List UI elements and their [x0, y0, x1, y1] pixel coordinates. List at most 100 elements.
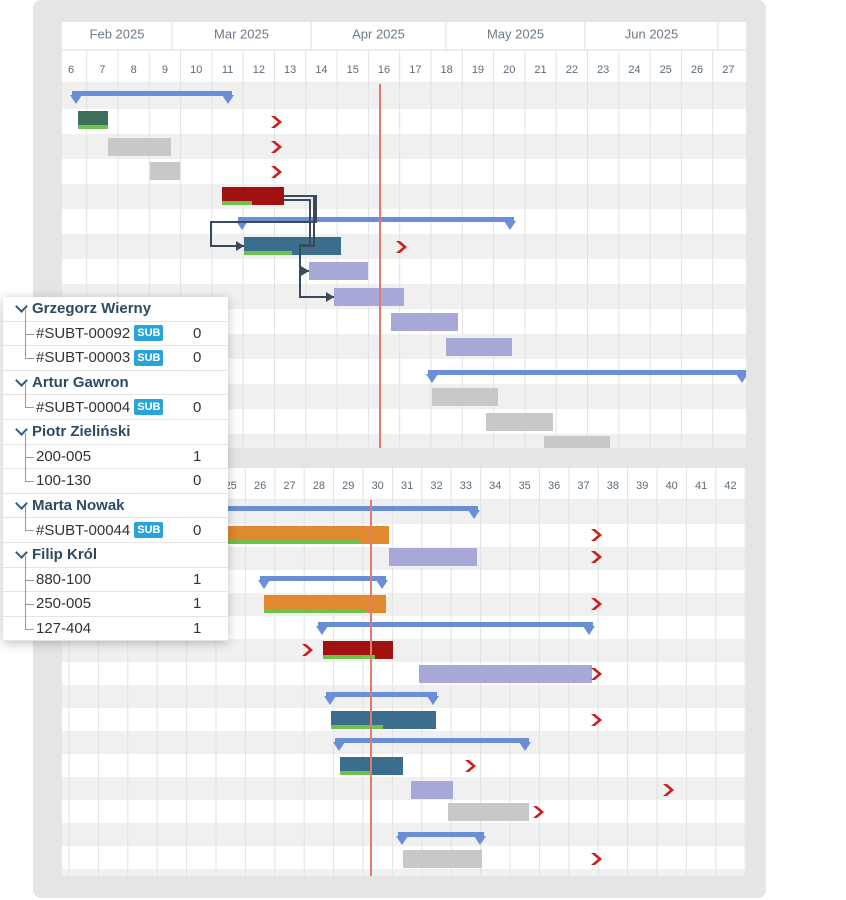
item-label: #SUBT-00092 [36, 324, 131, 342]
badge: SUB [134, 399, 164, 416]
item-label: #SUBT-00044 [36, 521, 131, 539]
week-label: 22 [566, 64, 578, 76]
week-label: 38 [607, 480, 619, 492]
item-label: 200-005 [36, 447, 92, 465]
overdue-marker [591, 598, 602, 610]
item-row: 200-005 1 [3, 432, 228, 470]
group-row[interactable]: Grzegorz Wierny [3, 297, 228, 322]
item-label: #SUBT-00003 [36, 349, 131, 367]
month-label: Apr 2025 [352, 26, 405, 41]
week-label: 36 [548, 480, 560, 492]
week-label: 7 [99, 64, 105, 76]
week-label: 27 [283, 480, 295, 492]
week-label: 6 [68, 64, 74, 76]
tree-connector [25, 580, 34, 606]
week-label: 26 [254, 480, 266, 492]
week-label: 37 [577, 480, 589, 492]
month-label: Jun 2025 [625, 26, 679, 41]
week-label: 40 [666, 480, 678, 492]
tree-connector [25, 432, 34, 458]
overdue-marker [591, 853, 602, 865]
progress-bar [331, 725, 383, 729]
item-row: #SUBT-00092 SUB 0 [3, 309, 228, 347]
month-label: May 2025 [487, 26, 544, 41]
group-row[interactable]: Marta Nowak [3, 494, 228, 519]
overdue-marker [533, 806, 544, 818]
item-label: 127-404 [36, 620, 92, 638]
overdue-marker [271, 116, 282, 128]
group-row[interactable]: Piotr Zieliński [3, 420, 228, 445]
week-label: 13 [284, 64, 296, 76]
task-bar [544, 436, 610, 448]
month-label: Feb 2025 [90, 26, 145, 41]
summary-bar [260, 576, 386, 581]
overdue-marker [591, 529, 602, 541]
task-bar [391, 313, 458, 331]
week-label: 10 [190, 64, 202, 76]
task-bar [419, 665, 592, 683]
summary-bar [72, 91, 232, 96]
dependency-arrow [210, 195, 317, 247]
item-label: 880-100 [36, 570, 92, 588]
week-label: 21 [534, 64, 546, 76]
row-stripe [62, 593, 746, 616]
task-bar [446, 338, 512, 356]
week-label: 42 [724, 480, 736, 492]
summary-bar [200, 506, 478, 511]
week-label: 15 [347, 64, 359, 76]
overdue-marker [663, 784, 674, 796]
week-label: 14 [315, 64, 327, 76]
tree-connector [25, 457, 34, 483]
badge: SUB [134, 325, 164, 342]
summary-bar [238, 217, 514, 222]
item-row: #SUBT-00003 SUB 0 [3, 334, 228, 371]
task-bar [389, 548, 477, 566]
group-name: Grzegorz Wierny [32, 300, 152, 318]
task-bar [244, 237, 341, 255]
week-label: 11 [222, 64, 233, 76]
week-label: 41 [695, 480, 707, 492]
progress-bar [228, 540, 360, 544]
resource-panel: Grzegorz Wierny #SUBT-00092 SUB 0 #SUBT-0000… [3, 297, 228, 642]
arrow-head [301, 266, 309, 276]
row-stripe [62, 134, 746, 159]
progress-bar [323, 655, 375, 659]
week-label: 32 [430, 480, 442, 492]
task-bar [309, 262, 368, 280]
item-count: 1 [193, 620, 202, 638]
overdue-marker [302, 644, 313, 656]
progress-bar [264, 609, 366, 613]
week-label: 27 [722, 64, 734, 76]
progress-bar [244, 251, 292, 255]
task-bar [403, 850, 482, 868]
overdue-marker [591, 551, 602, 563]
group-row[interactable]: Filip Król [3, 543, 228, 568]
task-bar [323, 641, 393, 659]
task-bar [228, 526, 389, 544]
item-label: #SUBT-00004 [36, 398, 131, 416]
summary-bar [398, 832, 484, 837]
item-row: 880-100 1 [3, 555, 228, 593]
item-label: 100-130 [36, 472, 92, 490]
row-stripe [62, 84, 746, 109]
overdue-marker [396, 241, 407, 253]
group-name: Artur Gawron [32, 374, 129, 392]
overdue-marker [271, 166, 282, 178]
summary-bar [335, 738, 529, 743]
task-bar [331, 711, 436, 729]
week-label: 18 [441, 64, 453, 76]
summary-bar [428, 370, 746, 375]
task-bar [334, 288, 404, 306]
progress-bar [78, 125, 108, 129]
item-count: 1 [193, 595, 202, 613]
week-label: 33 [460, 480, 472, 492]
item-row: #SUBT-00004 SUB 0 [3, 383, 228, 420]
month-label: Mar 2025 [214, 26, 269, 41]
week-label: 26 [691, 64, 703, 76]
tree-connector [25, 309, 34, 335]
tree-connector [25, 383, 34, 409]
week-label: 25 [660, 64, 672, 76]
group-row[interactable]: Artur Gawron [3, 371, 228, 396]
item-row: 250-005 1 [3, 580, 228, 617]
dependency-arrow [284, 199, 334, 298]
